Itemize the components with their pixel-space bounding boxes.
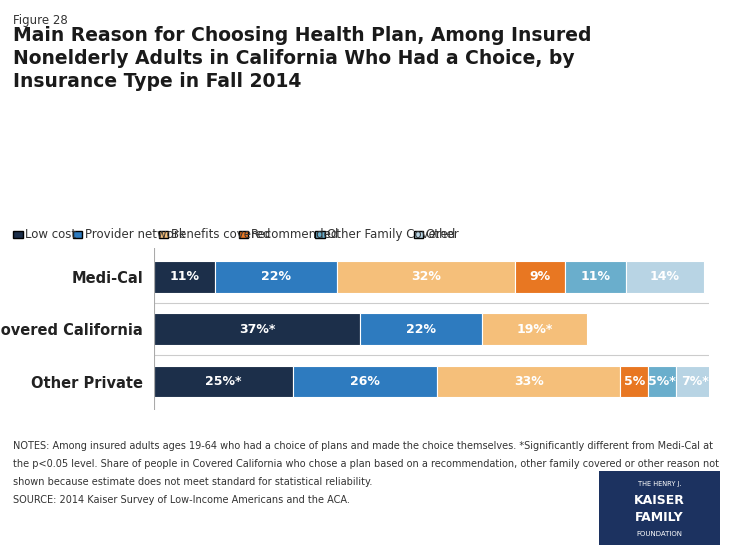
Bar	[154, 261, 215, 293]
Text: 19%*: 19%*	[516, 323, 553, 336]
Bar	[626, 261, 703, 293]
Bar	[620, 366, 648, 397]
Text: Provider network: Provider network	[85, 228, 185, 241]
Text: NOTES: Among insured adults ages 19-64 who had a choice of plans and made the ch: NOTES: Among insured adults ages 19-64 w…	[13, 441, 713, 451]
Text: shown because estimate does not meet standard for statistical reliability.: shown because estimate does not meet sta…	[13, 477, 373, 487]
Bar	[154, 366, 293, 397]
Bar	[293, 366, 437, 397]
Bar	[154, 314, 359, 345]
Text: FOUNDATION: FOUNDATION	[637, 531, 683, 537]
Text: 11%: 11%	[170, 271, 200, 283]
Text: Recommended: Recommended	[251, 228, 339, 241]
Text: Other: Other	[426, 228, 459, 241]
Text: 5%*: 5%*	[648, 375, 676, 388]
Bar	[437, 366, 620, 397]
Bar	[481, 314, 587, 345]
Bar	[515, 261, 565, 293]
Text: 5%: 5%	[624, 375, 645, 388]
Bar	[359, 314, 481, 345]
Text: 14%: 14%	[650, 271, 680, 283]
Bar	[337, 261, 515, 293]
Text: Other Family Covered: Other Family Covered	[327, 228, 456, 241]
Text: 11%: 11%	[581, 271, 611, 283]
Text: Benefits covered: Benefits covered	[171, 228, 270, 241]
Text: KAISER: KAISER	[634, 494, 685, 507]
Text: 9%: 9%	[529, 271, 551, 283]
Bar	[565, 261, 626, 293]
Text: THE HENRY J.: THE HENRY J.	[638, 482, 681, 488]
Text: 33%: 33%	[514, 375, 544, 388]
Bar	[648, 366, 676, 397]
Text: the p<0.05 level. Share of people in Covered California who chose a plan based o: the p<0.05 level. Share of people in Cov…	[13, 459, 720, 469]
Text: Low cost: Low cost	[25, 228, 76, 241]
Text: 37%*: 37%*	[239, 323, 275, 336]
Text: FAMILY: FAMILY	[635, 511, 684, 523]
Text: 22%: 22%	[406, 323, 436, 336]
Text: 22%: 22%	[262, 271, 292, 283]
Bar	[215, 261, 337, 293]
Bar	[676, 366, 715, 397]
Text: 26%: 26%	[351, 375, 380, 388]
Text: SOURCE: 2014 Kaiser Survey of Low-Income Americans and the ACA.: SOURCE: 2014 Kaiser Survey of Low-Income…	[13, 495, 350, 505]
Text: 32%: 32%	[412, 271, 441, 283]
Text: 7%*: 7%*	[681, 375, 709, 388]
Text: Main Reason for Choosing Health Plan, Among Insured
Nonelderly Adults in Califor: Main Reason for Choosing Health Plan, Am…	[13, 26, 592, 91]
Text: Figure 28: Figure 28	[13, 14, 68, 27]
Text: 25%*: 25%*	[206, 375, 242, 388]
